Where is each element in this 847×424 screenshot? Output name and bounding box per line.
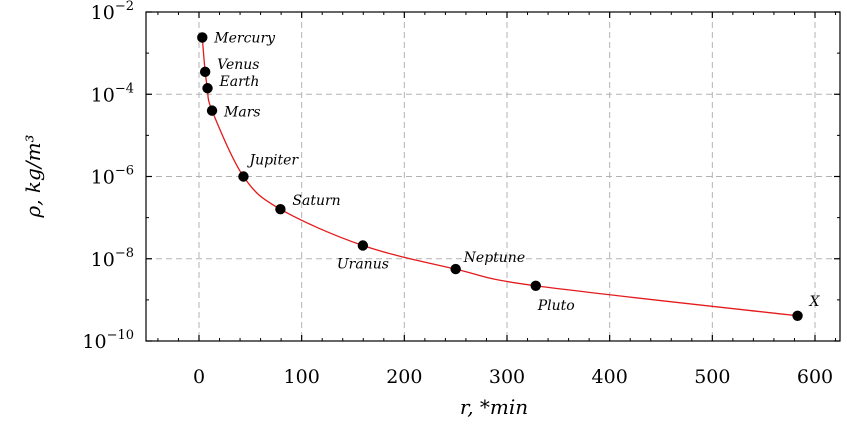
x-tick-label: 100: [284, 366, 320, 388]
y-tick-label: 10−10: [82, 328, 134, 353]
data-point-venus: [199, 66, 211, 78]
axis-ticks: [146, 11, 840, 342]
data-point-jupiter: [238, 171, 249, 182]
point-label-neptune: Neptune: [463, 250, 525, 266]
x-tick-label: 0: [193, 366, 205, 388]
y-tick-label: 10−6: [91, 164, 134, 189]
data-point-earth: [202, 83, 213, 94]
point-label-saturn: Saturn: [292, 193, 340, 209]
x-tick-label: 200: [386, 366, 422, 388]
y-axis-title: ρ, kg/m³: [21, 134, 45, 218]
x-tick-label: 400: [592, 366, 628, 388]
point-label-pluto: Pluto: [537, 298, 575, 314]
x-tick-label: 300: [489, 366, 525, 388]
data-point-uranus: [357, 240, 369, 251]
point-label-uranus: Uranus: [337, 256, 389, 272]
data-point-mercury: [197, 32, 208, 43]
y-tick-label: 10−2: [91, 0, 134, 24]
point-label-jupiter: Jupiter: [246, 153, 299, 169]
point-label-x: X: [809, 294, 821, 310]
data-point-pluto: [530, 280, 541, 291]
point-label-mars: Mars: [223, 105, 261, 121]
point-label-mercury: Mercury: [213, 30, 276, 46]
data-point-neptune: [450, 263, 461, 275]
x-axis-title: r, *min: [460, 395, 528, 419]
x-tick-label: 500: [694, 366, 730, 388]
point-label-earth: Earth: [219, 74, 260, 90]
y-tick-label: 10−4: [91, 81, 134, 106]
data-point-x: [792, 310, 803, 321]
data-point-mars: [206, 105, 218, 116]
data-points: [197, 32, 803, 321]
x-tick-label: 600: [797, 366, 833, 388]
y-tick-labels: 10−10 10−8 10−6 10−4 10−2: [82, 0, 134, 353]
point-label-venus: Venus: [217, 57, 259, 73]
data-point-saturn: [275, 204, 286, 215]
x-tick-labels: 0 100 200 300 400 500 600: [193, 366, 833, 388]
y-tick-label: 10−8: [91, 246, 134, 271]
